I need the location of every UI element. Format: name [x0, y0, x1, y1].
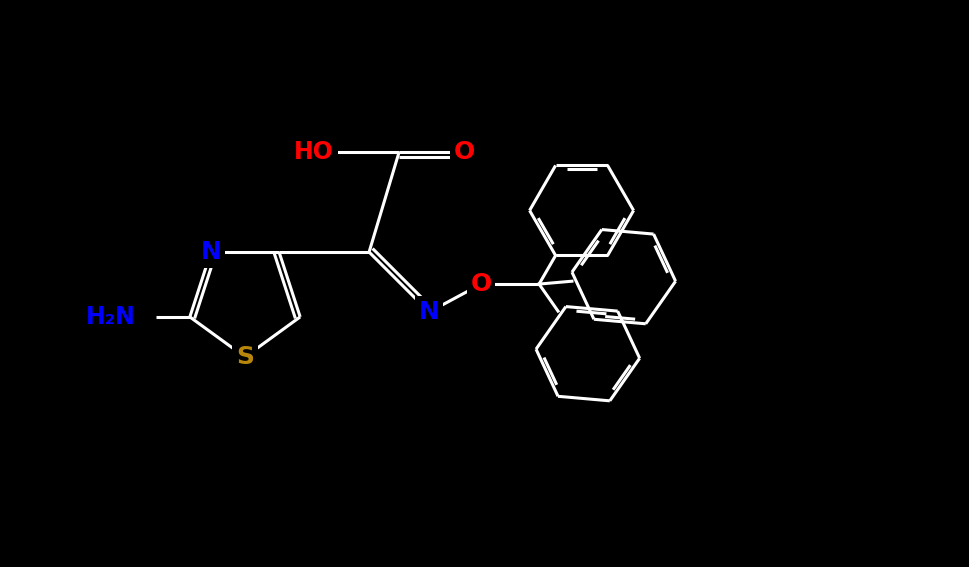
- Text: S: S: [235, 345, 254, 369]
- Text: N: N: [201, 240, 221, 264]
- Text: H₂N: H₂N: [86, 305, 136, 329]
- Text: HO: HO: [294, 140, 333, 164]
- Text: O: O: [470, 272, 491, 296]
- Text: N: N: [419, 300, 439, 324]
- Text: O: O: [453, 140, 474, 164]
